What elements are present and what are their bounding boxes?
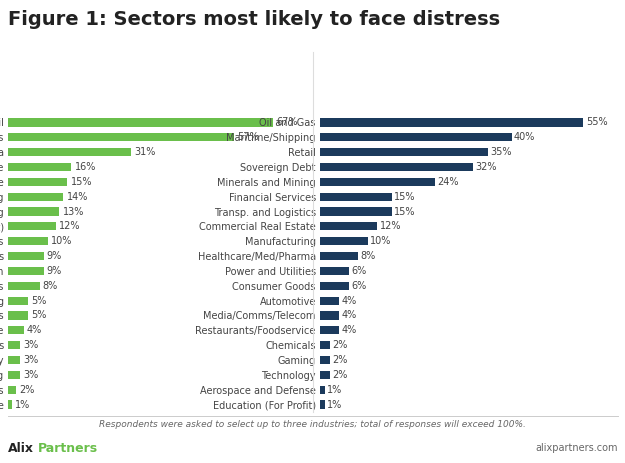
Text: 4%: 4% [341, 311, 357, 320]
Text: 10%: 10% [51, 236, 72, 246]
Bar [320, 193, 392, 201]
Bar [8, 326, 24, 334]
Text: 13%: 13% [62, 206, 84, 217]
Bar [320, 252, 358, 260]
Bar [8, 207, 59, 216]
Text: 8%: 8% [361, 251, 376, 261]
Bar [8, 148, 131, 156]
Bar [8, 296, 28, 305]
Bar [8, 163, 71, 171]
Bar [8, 386, 16, 394]
Bar [8, 193, 64, 201]
Bar [320, 148, 488, 156]
Bar [8, 222, 56, 231]
Text: 32%: 32% [476, 162, 497, 172]
Text: 12%: 12% [59, 221, 80, 232]
Bar [8, 133, 234, 141]
Text: 5%: 5% [31, 311, 46, 320]
Bar [320, 222, 378, 231]
Bar [8, 267, 44, 275]
Bar [320, 356, 329, 364]
Text: 4%: 4% [341, 325, 357, 335]
Text: 67%: 67% [276, 118, 298, 127]
Text: 1%: 1% [15, 400, 31, 410]
Bar [320, 207, 392, 216]
Bar [8, 252, 44, 260]
Text: 2%: 2% [19, 385, 34, 395]
Text: 2%: 2% [332, 370, 348, 380]
Text: 12%: 12% [380, 221, 401, 232]
Text: 6%: 6% [351, 266, 366, 276]
Text: Figure 1: Sectors most likely to face distress: Figure 1: Sectors most likely to face di… [8, 10, 499, 29]
Bar [320, 178, 435, 186]
Bar [320, 119, 584, 126]
Text: 2%: 2% [332, 340, 348, 350]
Text: 35%: 35% [490, 147, 511, 157]
Bar [8, 178, 68, 186]
Bar [320, 386, 325, 394]
Bar [320, 296, 339, 305]
Bar [320, 267, 349, 275]
Text: 3%: 3% [23, 355, 38, 365]
Text: 4%: 4% [27, 325, 42, 335]
Text: 15%: 15% [71, 177, 92, 187]
Bar [320, 400, 325, 409]
Text: 15%: 15% [394, 192, 416, 202]
Text: 57%: 57% [237, 132, 259, 142]
Bar [8, 282, 39, 290]
Bar [320, 371, 329, 379]
Bar [320, 133, 512, 141]
Bar [320, 282, 349, 290]
Text: 5%: 5% [31, 295, 46, 306]
Text: 16%: 16% [74, 162, 96, 172]
Text: 4%: 4% [341, 295, 357, 306]
Text: Q: Which sectors globally are most likely
to face distress in 2017? (Select up t: Q: Which sectors globally are most likel… [342, 69, 594, 91]
Bar [320, 312, 339, 319]
Bar [320, 237, 368, 245]
Text: 9%: 9% [47, 251, 62, 261]
Text: alixpartners.com: alixpartners.com [535, 443, 618, 453]
Text: 24%: 24% [438, 177, 459, 187]
Text: Alix: Alix [8, 442, 34, 455]
Text: 3%: 3% [23, 340, 38, 350]
Text: Q: Which sectors in the United States are most likely
to face distress in 2017? : Q: Which sectors in the United States ar… [9, 69, 304, 91]
Text: Respondents were asked to select up to three industries; total of responses will: Respondents were asked to select up to t… [99, 420, 526, 429]
Text: 55%: 55% [586, 118, 608, 127]
Text: Partners: Partners [38, 442, 98, 455]
Bar [8, 356, 20, 364]
Text: 3%: 3% [23, 370, 38, 380]
Text: 1%: 1% [327, 400, 342, 410]
Text: 1%: 1% [327, 385, 342, 395]
Bar [8, 371, 20, 379]
Bar [8, 400, 12, 409]
Bar [320, 163, 473, 171]
Text: 6%: 6% [351, 281, 366, 291]
Bar [8, 312, 28, 319]
Text: 8%: 8% [43, 281, 58, 291]
Bar [320, 326, 339, 334]
Text: 40%: 40% [514, 132, 536, 142]
Text: 31%: 31% [134, 147, 155, 157]
Bar [8, 237, 48, 245]
Text: 14%: 14% [67, 192, 88, 202]
Text: 9%: 9% [47, 266, 62, 276]
Text: 10%: 10% [370, 236, 392, 246]
Text: 2%: 2% [332, 355, 348, 365]
Bar [8, 341, 20, 349]
Text: 15%: 15% [394, 206, 416, 217]
Bar [8, 119, 273, 126]
Bar [320, 341, 329, 349]
